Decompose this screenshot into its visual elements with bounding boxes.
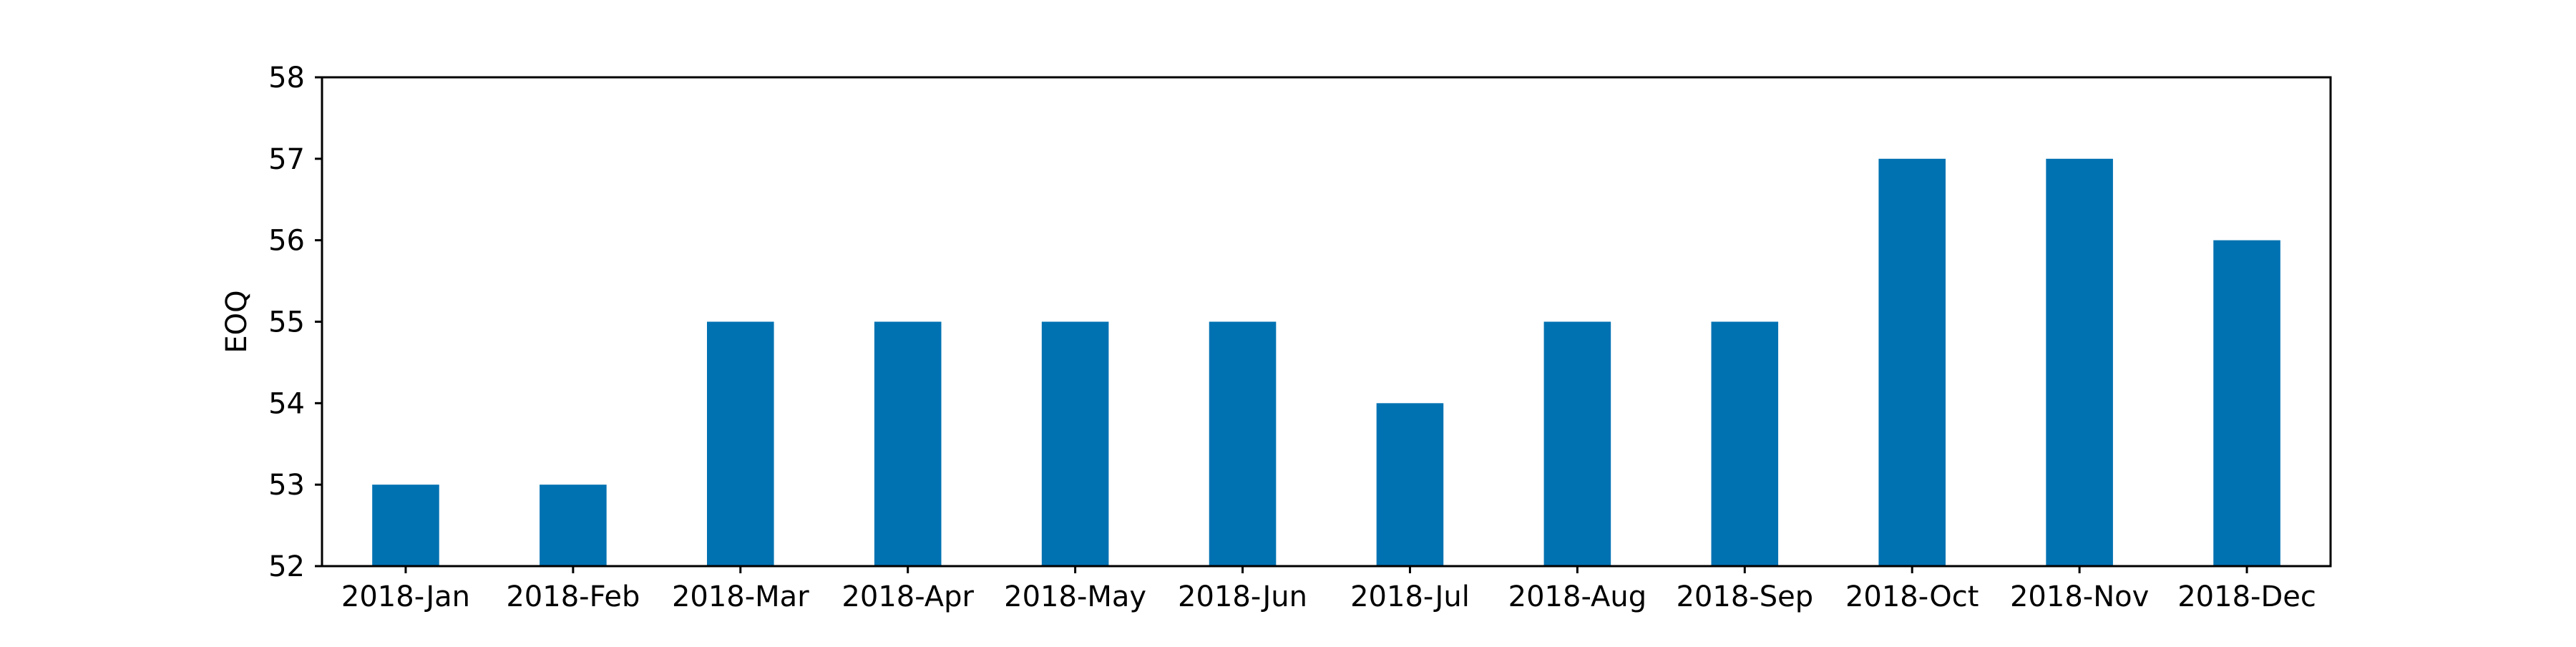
y-tick-label: 58 — [268, 62, 305, 94]
bar-2018-Aug — [1543, 321, 1611, 566]
x-tick-label: 2018-Apr — [841, 580, 974, 613]
x-tick-label: 2018-Mar — [672, 580, 809, 613]
bar-2018-Sep — [1711, 321, 1779, 566]
x-tick-label: 2018-Feb — [506, 580, 640, 613]
x-tick-label: 2018-Sep — [1676, 580, 1813, 613]
bar-2018-Apr — [874, 321, 942, 566]
plot-frame — [321, 76, 2332, 568]
bar-2018-Nov — [2046, 158, 2113, 567]
y-tick-label: 56 — [268, 225, 305, 258]
x-tick-label: 2018-Aug — [1508, 580, 1646, 613]
x-tick-label: 2018-Jan — [341, 580, 470, 613]
y-tick-label: 54 — [268, 387, 305, 420]
y-tick-label: 57 — [268, 143, 305, 176]
bar-2018-May — [1041, 321, 1109, 566]
bar-2018-Jul — [1376, 403, 1444, 566]
y-axis-label: EOQ — [220, 290, 253, 353]
y-tick-label: 52 — [268, 550, 305, 583]
x-tick-label: 2018-Oct — [1845, 580, 1979, 613]
x-axis: 2018-Jan 2018-Feb 2018-Mar 2018-Apr 2018-May… — [341, 566, 2316, 613]
bar-2018-Jun — [1209, 321, 1277, 566]
bar-2018-Mar — [707, 321, 774, 566]
x-tick-label: 2018-Jul — [1350, 580, 1470, 613]
x-tick-label: 2018-Jun — [1178, 580, 1307, 613]
bar-2018-Feb — [540, 485, 607, 566]
bar-2018-Dec — [2213, 240, 2280, 566]
bar-2018-Jan — [372, 485, 439, 566]
y-axis: 52 53 54 55 56 57 58 — [268, 62, 322, 583]
x-tick-label: 2018-Nov — [2010, 580, 2149, 613]
y-tick-label: 53 — [268, 469, 305, 502]
y-tick-label: 55 — [268, 306, 305, 339]
bars-layer — [372, 158, 2280, 567]
x-tick-label: 2018-May — [1004, 580, 1146, 613]
bar-2018-Oct — [1878, 158, 1946, 567]
x-tick-label: 2018-Dec — [2177, 580, 2316, 613]
